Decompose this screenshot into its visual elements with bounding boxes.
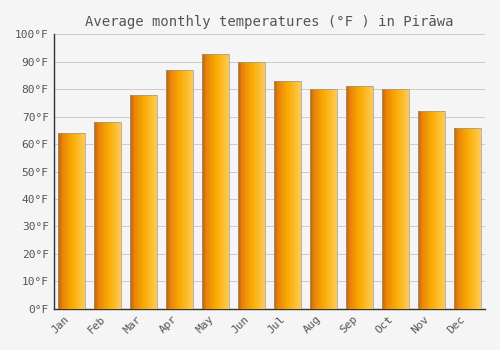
Bar	[310, 89, 336, 309]
Bar	[238, 62, 265, 309]
Bar	[166, 70, 193, 309]
Bar	[130, 95, 157, 309]
Bar	[202, 54, 229, 309]
Bar	[418, 111, 444, 309]
Bar	[58, 133, 85, 309]
Bar	[382, 89, 408, 309]
Bar	[274, 81, 301, 309]
Bar	[346, 86, 372, 309]
Bar	[454, 128, 480, 309]
Bar	[94, 122, 121, 309]
Title: Average monthly temperatures (°F ) in Pirāwa: Average monthly temperatures (°F ) in Pi…	[85, 15, 454, 29]
